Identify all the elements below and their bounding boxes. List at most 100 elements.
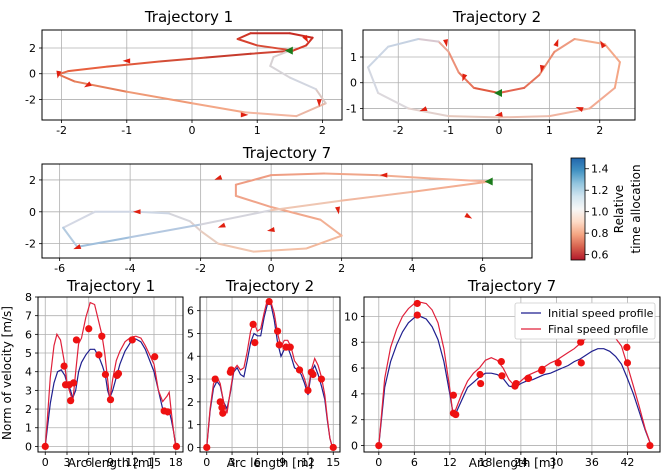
direction-arrow [214,174,223,180]
direction-arrow [419,106,428,112]
axes-frame [37,296,184,453]
y-tick-label: 8 [25,291,32,304]
trajectory-segment [62,226,79,248]
trajectory-segment [199,229,220,245]
waypoint-marker [476,370,484,379]
waypoint-marker [211,375,219,383]
direction-arrow [267,227,275,233]
y-tick-label: 2 [25,403,32,416]
direction-arrow [56,70,62,79]
trajectory-segment [411,180,491,193]
trajectory-7-plan-title: Trajectory 7 [242,144,331,162]
trajectory-segment [340,190,414,202]
direction-arrow [132,209,141,215]
trajectory-segment [199,209,273,226]
trajectory-segment [191,102,246,114]
waypoint-marker [375,441,383,450]
x-tick-label: 6 [479,262,486,275]
speed-ylabel: Norm of velocity [m/s] [0,306,14,440]
y-tick-label: 0 [350,77,357,90]
trajectory-1-plan-title: Trajectory 1 [144,8,233,26]
trajectory-segment [76,236,132,248]
trajectory-segment [588,86,616,110]
waypoint-marker [265,297,273,306]
waypoint-marker [646,441,654,450]
waypoint-marker [498,372,506,380]
y-tick-label: 5 [25,347,32,360]
waypoint-marker [95,351,103,359]
x-tick-label: 2 [596,124,603,137]
waypoint-marker [106,396,115,404]
y-tick-label: 0 [29,68,36,81]
waypoint-marker [317,375,326,383]
x-tick-label: 42 [620,456,634,469]
x-tick-label: -4 [125,262,136,275]
x-tick-label: 30 [549,456,563,469]
y-tick-label: -1 [346,102,357,115]
y-tick-label: 3 [25,384,32,397]
waypoint-marker [477,379,485,388]
x-tick-label: -1 [121,124,132,137]
x-tick-label: 1 [546,124,553,137]
x-tick-label: 9 [279,456,286,469]
y-tick-label: 2 [29,174,36,187]
x-tick-label: -2 [195,262,206,275]
waypoint-marker [449,391,457,399]
trajectory-segment [158,56,207,63]
waypoint-marker [216,398,224,406]
x-tick-label: -2 [56,124,67,137]
x-tick-label: 0 [203,456,210,469]
trajectory-segment [417,38,440,43]
x-tick-label: 0 [42,456,49,469]
y-tick-label: 6 [351,362,358,375]
x-tick-label: 15 [326,456,340,469]
trajectory-segment [553,38,576,53]
x-tick-label: 12 [125,456,139,469]
x-tick-label: 15 [147,456,161,469]
legend-initial-label: Initial speed profile [548,307,654,320]
trajectory-segment [73,80,128,93]
trajectory-segment [472,86,500,94]
x-tick-label: 2 [319,124,326,137]
y-tick-label: 4 [25,366,32,379]
trajectory-1-speed-xlabel: Arc length [m] [68,456,154,470]
trajectory-2-speed-title: Trajectory 2 [225,277,314,295]
waypoint-marker [60,362,68,370]
direction-arrow [443,39,449,47]
trajectory-segment [498,115,551,119]
waypoint-marker [577,359,585,367]
direction-arrow [73,244,82,250]
x-tick-label: 24 [514,456,528,469]
x-tick-label: 12 [443,456,457,469]
x-tick-label: 0 [189,124,196,137]
y-tick-label: 4 [187,350,194,363]
axes-frame [362,29,636,121]
colorbar: 1.4 1.2 1.0 0.8 0.6 Relative time allocation [570,157,643,262]
axes-frame [41,29,343,121]
trajectory-segment [613,61,621,89]
start-marker [494,89,502,97]
trajectory-segment [367,45,390,69]
y-tick-label: 10 [344,310,358,323]
y-tick-label: 6 [187,305,194,318]
trajectory-segment [243,111,298,118]
waypoint-marker [512,379,520,388]
colorbar-gradient [570,157,586,261]
x-tick-label: -1 [443,124,454,137]
legend-box [514,302,656,340]
y-tick-label: 0 [187,441,194,454]
waypoint-marker [524,374,533,382]
trajectory-segment [136,210,170,215]
axes-frame [199,296,341,453]
waypoint-marker [128,336,136,344]
direction-arrow [600,40,607,49]
y-tick-label: 6 [25,328,32,341]
trajectory-segment [270,172,326,177]
waypoint-marker [329,443,337,452]
waypoint-marker [623,343,631,351]
trajectory-7-speed-title: Trajectory 7 [467,277,556,295]
y-tick-label: 0 [29,206,36,219]
trajectory-segment [305,234,343,250]
trajectory-7-speed-xlabel: Arc length [m] [469,456,555,470]
